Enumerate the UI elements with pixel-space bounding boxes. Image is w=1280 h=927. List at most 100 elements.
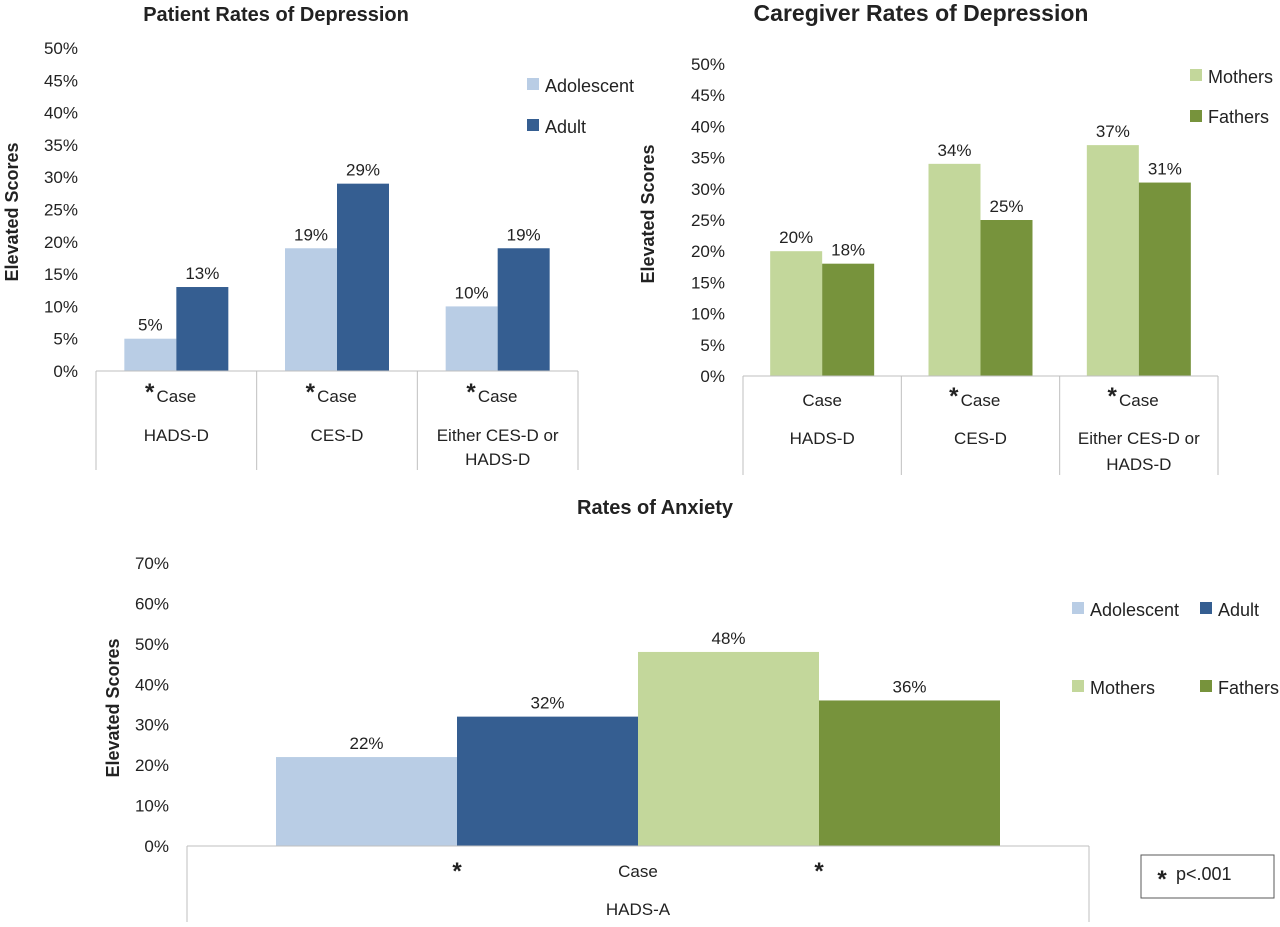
category-sub-label: Case xyxy=(961,391,1001,410)
legend-swatch xyxy=(1200,602,1212,614)
bar xyxy=(822,263,875,376)
footnote-asterisk: * xyxy=(1157,866,1167,893)
y-tick-label: 40% xyxy=(44,104,78,123)
bar xyxy=(457,716,638,846)
y-tick-label: 10% xyxy=(44,297,78,316)
category-group-label: HADS-D xyxy=(1106,455,1171,474)
legend-swatch xyxy=(527,78,539,90)
significance-asterisk: * xyxy=(949,383,959,410)
data-label: 25% xyxy=(989,197,1023,216)
significance-asterisk: * xyxy=(306,379,316,406)
y-tick-label: 20% xyxy=(135,756,169,775)
chart-title: Caregiver Rates of Depression xyxy=(754,0,1089,26)
y-tick-label: 20% xyxy=(691,242,725,261)
category-sub-label: Case xyxy=(1119,391,1159,410)
category-group-label: HADS-A xyxy=(606,900,671,919)
legend-label: Fathers xyxy=(1218,678,1279,698)
legend-swatch xyxy=(527,119,539,131)
y-tick-label: 50% xyxy=(691,55,725,74)
y-tick-label: 35% xyxy=(691,149,725,168)
y-tick-label: 0% xyxy=(144,837,169,856)
data-label: 20% xyxy=(779,228,813,247)
legend-swatch xyxy=(1072,602,1084,614)
y-tick-label: 20% xyxy=(44,233,78,252)
data-label: 19% xyxy=(294,225,328,244)
bar xyxy=(285,248,337,371)
data-label: 19% xyxy=(507,225,541,244)
bar xyxy=(928,163,981,376)
bar xyxy=(124,338,177,371)
y-axis-label: Elevated Scores xyxy=(103,638,123,777)
category-sub-label: Case xyxy=(618,862,658,881)
legend-label: Adult xyxy=(545,117,586,137)
y-tick-label: 45% xyxy=(691,86,725,105)
y-tick-label: 10% xyxy=(691,305,725,324)
y-tick-label: 50% xyxy=(135,635,169,654)
legend-label: Mothers xyxy=(1090,678,1155,698)
data-label: 48% xyxy=(711,629,745,648)
category-sub-label: Case xyxy=(317,387,357,406)
y-tick-label: 40% xyxy=(135,675,169,694)
y-tick-label: 50% xyxy=(44,39,78,58)
y-tick-label: 35% xyxy=(44,136,78,155)
y-axis-label: Elevated Scores xyxy=(2,142,22,281)
y-axis-label: Elevated Scores xyxy=(638,144,658,283)
data-label: 5% xyxy=(138,316,163,335)
category-group-label: CES-D xyxy=(954,429,1007,448)
category-group-label: HADS-D xyxy=(465,450,530,469)
data-label: 37% xyxy=(1096,122,1130,141)
category-group-label: Either CES-D or xyxy=(437,426,559,445)
significance-asterisk: * xyxy=(466,379,476,406)
bar xyxy=(176,287,229,371)
data-label: 32% xyxy=(530,694,564,713)
bar xyxy=(337,183,389,371)
legend-swatch xyxy=(1072,680,1084,692)
y-tick-label: 40% xyxy=(691,117,725,136)
data-label: 34% xyxy=(937,141,971,160)
data-label: 36% xyxy=(892,677,926,696)
y-tick-label: 15% xyxy=(44,265,78,284)
y-tick-label: 25% xyxy=(691,211,725,230)
bar xyxy=(1086,145,1139,376)
bar xyxy=(980,220,1033,376)
data-label: 22% xyxy=(349,734,383,753)
y-tick-label: 30% xyxy=(44,168,78,187)
category-group-label: CES-D xyxy=(311,426,364,445)
significance-asterisk: * xyxy=(1107,383,1117,410)
bar xyxy=(638,651,819,846)
chart-title: Rates of Anxiety xyxy=(577,497,734,519)
legend-swatch xyxy=(1190,110,1202,122)
footnote-text: p<.001 xyxy=(1176,864,1232,884)
y-tick-label: 0% xyxy=(53,362,78,381)
y-tick-label: 15% xyxy=(691,273,725,292)
significance-asterisk: * xyxy=(452,858,462,885)
significance-asterisk: * xyxy=(145,379,155,406)
bar xyxy=(497,248,550,371)
category-sub-label: Case xyxy=(802,391,842,410)
data-label: 13% xyxy=(185,264,219,283)
bar xyxy=(445,306,498,371)
legend-swatch xyxy=(1190,69,1202,81)
data-label: 10% xyxy=(455,283,489,302)
y-tick-label: 45% xyxy=(44,71,78,90)
legend-label: Adolescent xyxy=(1090,600,1179,620)
footnote-box xyxy=(1140,854,1275,899)
bar xyxy=(819,700,1000,846)
legend-swatch xyxy=(1200,680,1212,692)
legend-label: Mothers xyxy=(1208,67,1273,87)
category-group-label: HADS-D xyxy=(144,426,209,445)
y-tick-label: 60% xyxy=(135,594,169,613)
y-tick-label: 5% xyxy=(53,330,78,349)
legend-label: Adolescent xyxy=(545,76,634,96)
y-tick-label: 10% xyxy=(135,797,169,816)
bar xyxy=(770,251,823,376)
data-label: 18% xyxy=(831,241,865,260)
bar xyxy=(276,757,457,846)
y-tick-label: 70% xyxy=(135,554,169,573)
y-tick-label: 30% xyxy=(135,716,169,735)
data-label: 31% xyxy=(1148,160,1182,179)
category-group-label: HADS-D xyxy=(790,429,855,448)
legend-label: Adult xyxy=(1218,600,1259,620)
